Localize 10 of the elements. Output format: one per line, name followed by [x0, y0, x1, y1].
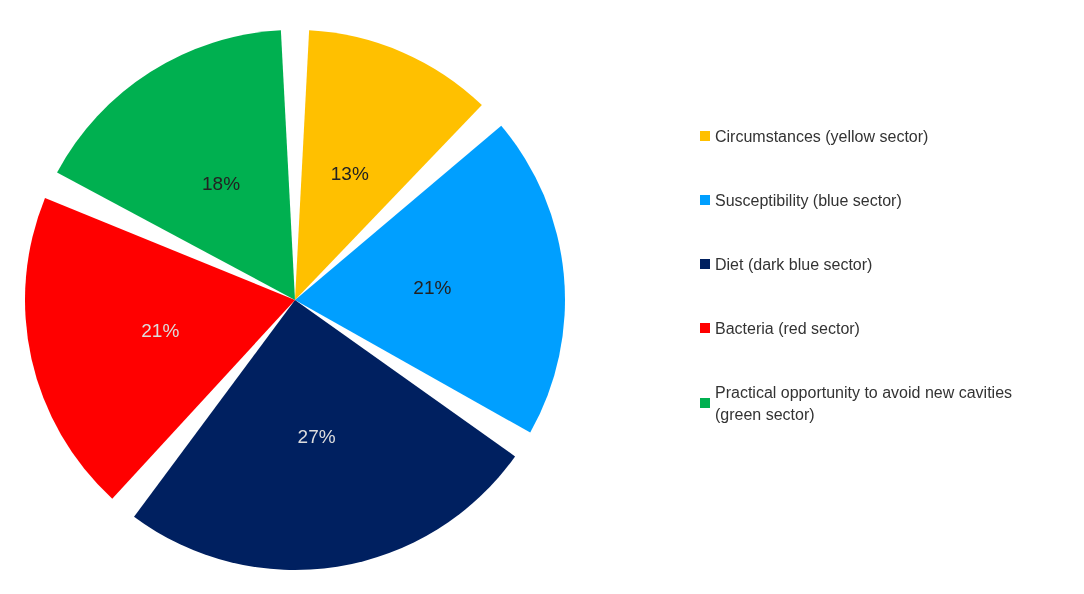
legend-label: Circumstances (yellow sector) [715, 127, 929, 145]
data-label: 21% [141, 319, 180, 341]
data-label: 27% [297, 425, 336, 447]
legend-label: Susceptibility (blue sector) [715, 191, 902, 209]
data-label: 13% [330, 162, 369, 184]
data-label: 21% [413, 276, 452, 298]
legend-label: Practical opportunity to avoid new cavities (green sector) [715, 383, 1017, 423]
legend-label: Bacteria (red sector) [715, 319, 860, 337]
legend-label: Diet (dark blue sector) [715, 255, 873, 273]
data-label: 18% [202, 172, 241, 194]
